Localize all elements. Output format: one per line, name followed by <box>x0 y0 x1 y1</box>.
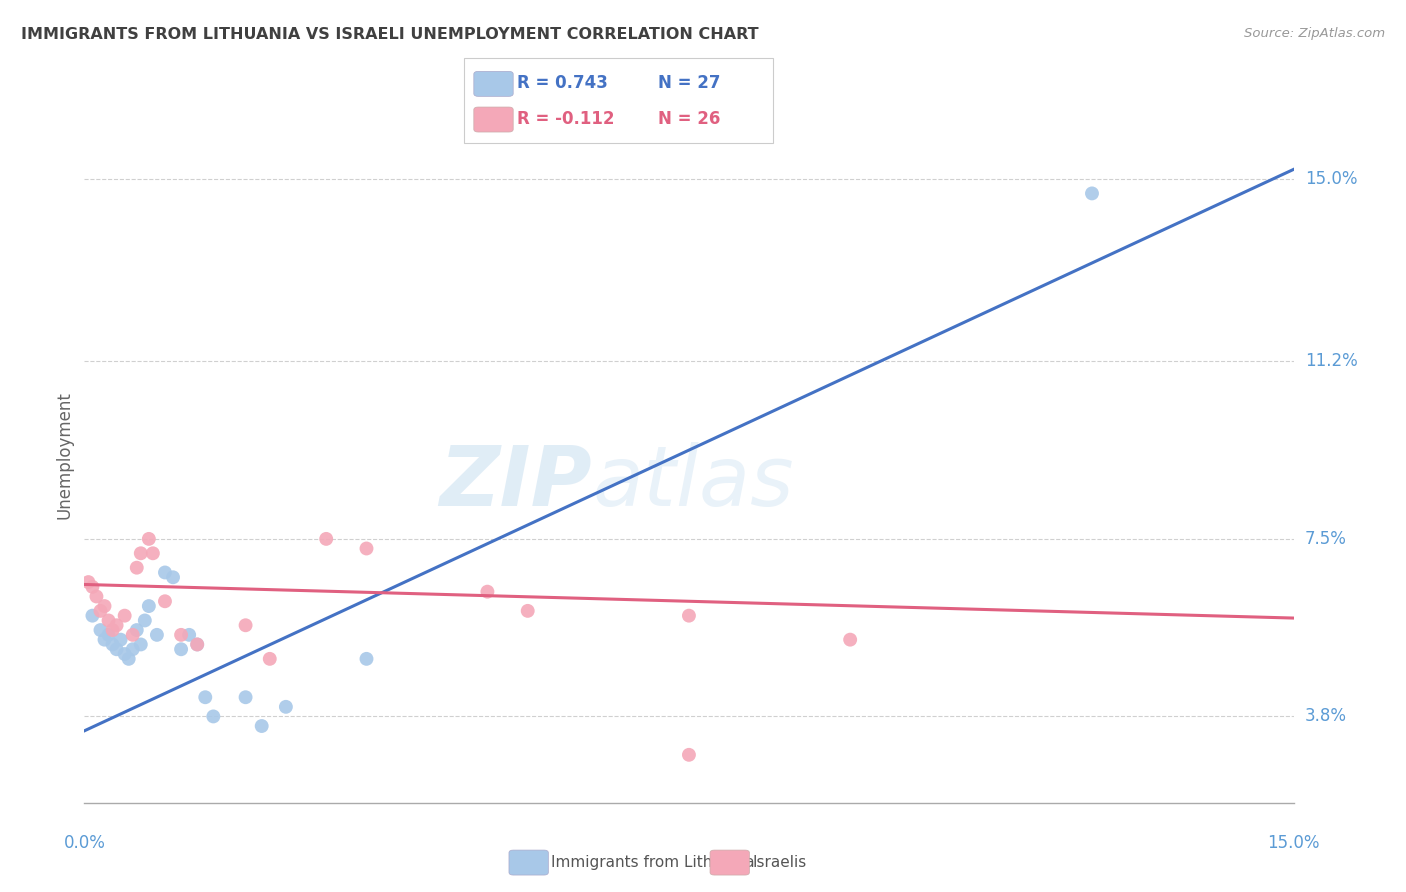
Text: 11.2%: 11.2% <box>1305 352 1357 370</box>
Point <box>97 614 120 628</box>
Point <box>274 699 297 714</box>
Point <box>93 599 115 613</box>
Point <box>315 532 337 546</box>
Point <box>678 747 700 762</box>
Point <box>89 604 111 618</box>
Point <box>138 599 160 613</box>
Point <box>121 628 143 642</box>
Text: Immigrants from Lithuania: Immigrants from Lithuania <box>551 855 755 870</box>
Point <box>110 632 132 647</box>
Point <box>129 637 152 651</box>
Text: R = 0.743: R = 0.743 <box>517 74 609 92</box>
Point <box>134 614 156 628</box>
Point <box>138 532 160 546</box>
Text: Israelis: Israelis <box>752 855 807 870</box>
Point <box>105 618 128 632</box>
Text: 7.5%: 7.5% <box>1305 530 1347 548</box>
Point <box>839 632 862 647</box>
Point <box>125 560 148 574</box>
Point <box>356 541 378 556</box>
Point <box>250 719 273 733</box>
Point <box>86 590 108 604</box>
Text: 3.8%: 3.8% <box>1305 707 1347 725</box>
Point <box>170 628 193 642</box>
Point <box>89 623 111 637</box>
Point <box>1081 186 1104 201</box>
Point <box>477 584 499 599</box>
Point <box>146 628 169 642</box>
Point <box>170 642 193 657</box>
Point <box>101 623 124 637</box>
Text: atlas: atlas <box>592 442 794 524</box>
Text: IMMIGRANTS FROM LITHUANIA VS ISRAELI UNEMPLOYMENT CORRELATION CHART: IMMIGRANTS FROM LITHUANIA VS ISRAELI UNE… <box>21 27 759 42</box>
Point <box>97 628 120 642</box>
Text: N = 26: N = 26 <box>658 110 720 128</box>
Point <box>516 604 538 618</box>
Point <box>77 575 100 590</box>
Point <box>194 690 217 705</box>
Text: 15.0%: 15.0% <box>1267 834 1320 852</box>
Point <box>678 608 700 623</box>
Point <box>129 546 152 560</box>
Point <box>114 608 136 623</box>
Point <box>82 608 104 623</box>
Point <box>186 637 208 651</box>
Point <box>105 642 128 657</box>
Y-axis label: Unemployment: Unemployment <box>55 391 73 519</box>
Point <box>93 632 115 647</box>
Point <box>101 637 124 651</box>
Point <box>121 642 143 657</box>
Point <box>202 709 225 723</box>
Text: R = -0.112: R = -0.112 <box>517 110 614 128</box>
Point <box>235 690 257 705</box>
Point <box>356 652 378 666</box>
Point <box>153 594 176 608</box>
Text: 15.0%: 15.0% <box>1305 170 1357 188</box>
Point <box>259 652 281 666</box>
Text: ZIP: ZIP <box>440 442 592 524</box>
Point <box>118 652 141 666</box>
Point <box>179 628 201 642</box>
Point <box>114 647 136 661</box>
Point <box>125 623 148 637</box>
Text: N = 27: N = 27 <box>658 74 720 92</box>
Point <box>235 618 257 632</box>
Point <box>153 566 176 580</box>
Text: 0.0%: 0.0% <box>63 834 105 852</box>
Point <box>162 570 184 584</box>
Point <box>142 546 165 560</box>
Point <box>82 580 104 594</box>
Text: Source: ZipAtlas.com: Source: ZipAtlas.com <box>1244 27 1385 40</box>
Point <box>186 637 208 651</box>
